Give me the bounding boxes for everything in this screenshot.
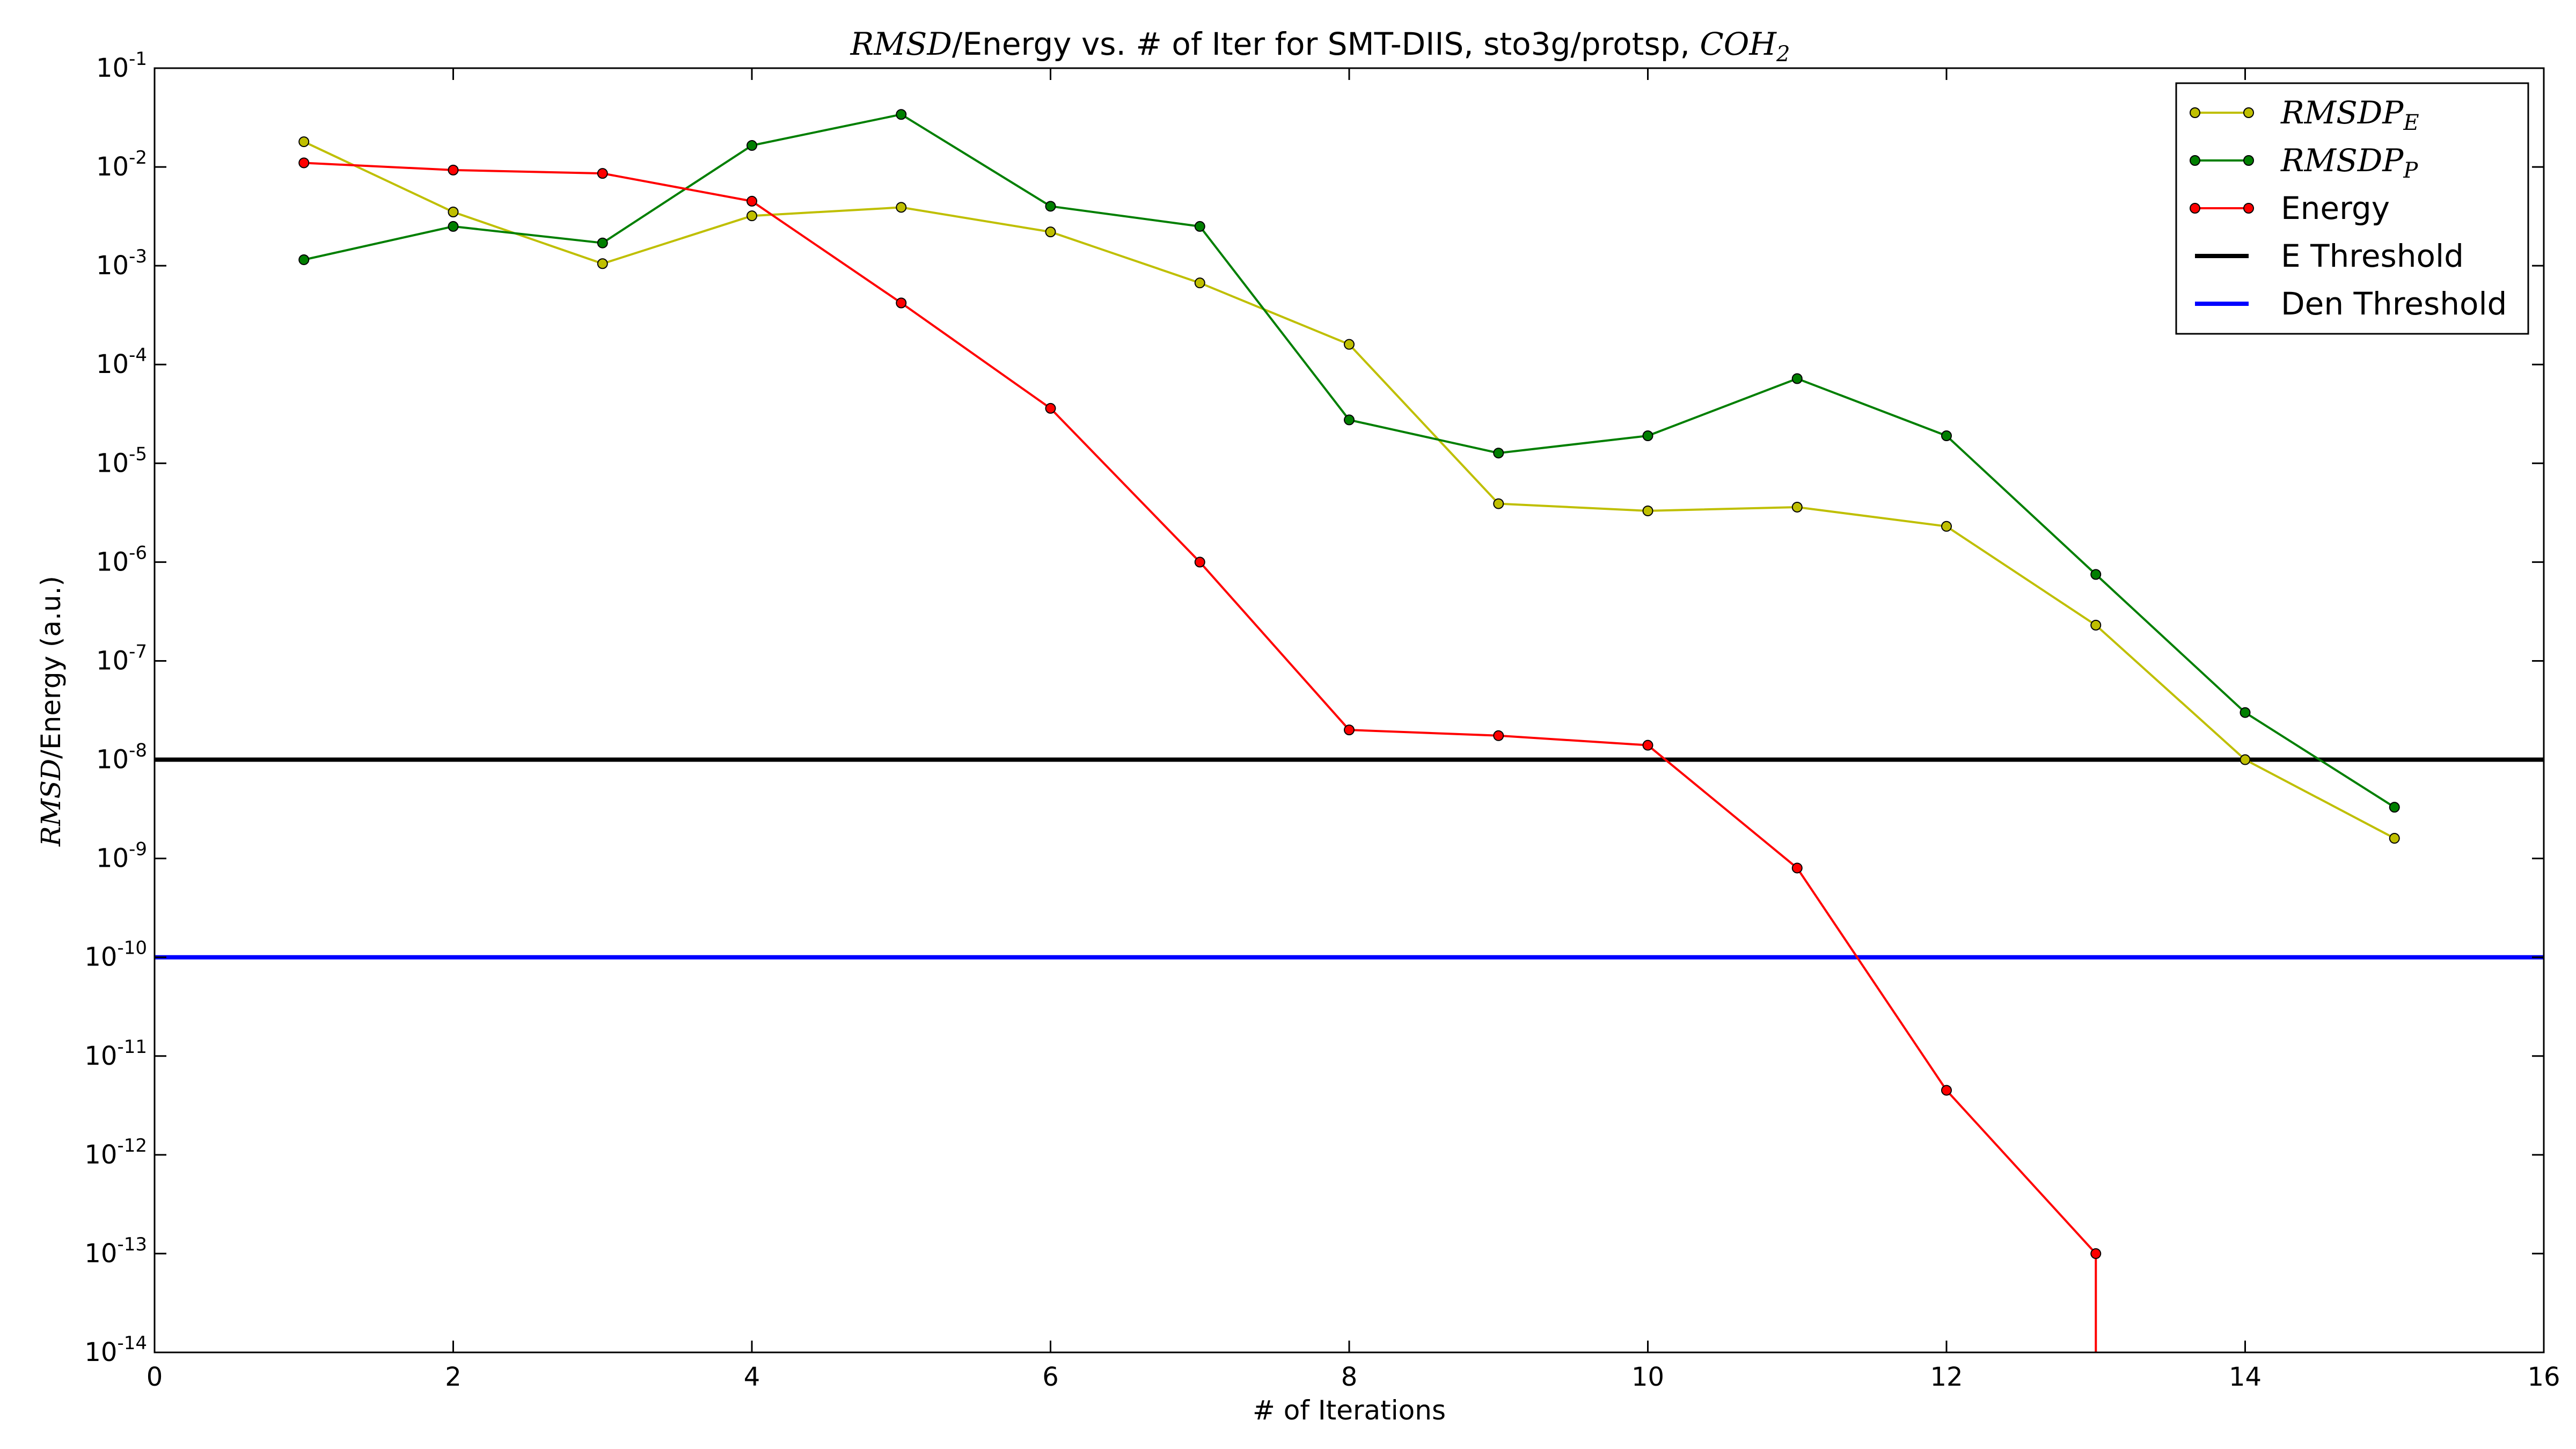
series-line-rmsdp-p (303, 113, 2395, 808)
legend-entry-den-threshold: Den Threshold (2195, 286, 2507, 322)
y-tick-label: 10-11 (84, 1036, 147, 1071)
y-tick-label: 10-12 (84, 1135, 147, 1170)
x-tick-label: 2 (445, 1362, 462, 1392)
data-point-rmsdp-p (747, 140, 757, 151)
x-tick-label: 12 (1930, 1362, 1963, 1392)
data-point-rmsdp-e (896, 202, 907, 213)
data-point-rmsdp-p (1045, 201, 1056, 212)
legend-label: RMSDPE (2280, 94, 2419, 135)
data-point-rmsdp-p (1642, 430, 1653, 441)
legend-entry-rmsdp-p: RMSDPP (2190, 142, 2418, 183)
y-axis-title-text: /Energy (a.u.) (35, 576, 67, 759)
y-tick-label: 10-3 (96, 246, 147, 281)
data-point-energy (1642, 740, 1653, 751)
legend-marker (2190, 203, 2200, 214)
x-tick-label: 14 (2229, 1362, 2262, 1392)
y-tick-label: 10-10 (84, 938, 147, 972)
data-point-energy (1791, 862, 1803, 874)
y-tick-label: 10-4 (96, 345, 147, 379)
data-point-rmsdp-p (2090, 569, 2102, 580)
data-point-rmsdp-p (1791, 373, 1803, 384)
y-axis-title-math: RMSD (35, 759, 67, 847)
legend-marker (2243, 155, 2254, 166)
y-tick-label: 10-1 (96, 48, 147, 83)
chart-title-text: /Energy vs. # of Iter for SMT-DIIS, sto3… (952, 26, 1700, 62)
x-tick-label: 8 (1341, 1362, 1358, 1392)
data-point-rmsdp-e (1791, 501, 1803, 513)
data-point-rmsdp-e (2389, 833, 2400, 844)
data-point-rmsdp-p (896, 109, 907, 120)
data-point-rmsdp-p (1194, 221, 1205, 232)
series-line-energy (304, 162, 2097, 1352)
y-tick-label: 10-6 (96, 542, 147, 577)
axis-ticks: 0 2 4 6 8 10 12 14 16 10-1 10-2 10-3 10-4 10-5 10-6 10-… (84, 48, 2560, 1392)
data-point-rmsdp-p (1493, 448, 1504, 459)
x-tick-label: 0 (147, 1362, 163, 1392)
legend-marker (2190, 155, 2200, 166)
x-axis-title: # of Iterations (1253, 1395, 1446, 1426)
y-tick-label: 10-5 (96, 443, 147, 478)
data-point-rmsdp-e (1493, 498, 1504, 509)
data-point-energy (747, 195, 757, 207)
legend-marker (2243, 203, 2254, 214)
x-tick-label: 6 (1042, 1362, 1059, 1392)
data-point-rmsdp-e (298, 136, 310, 148)
y-tick-label: 10-7 (96, 641, 147, 676)
legend-marker (2243, 107, 2254, 118)
y-tick-label: 10-13 (84, 1234, 147, 1269)
data-point-energy (1344, 724, 1355, 736)
plot-area (155, 109, 2544, 1352)
chart-title-math-prefix: RMSD (850, 26, 952, 62)
legend-entry-e-threshold: E Threshold (2195, 238, 2464, 274)
y-tick-label: 10-2 (96, 147, 147, 182)
y-axis-title: RMSD/Energy (a.u.) (35, 576, 67, 847)
y-tick-label: 10-14 (84, 1333, 147, 1367)
y-tick-label: 10-9 (96, 839, 147, 874)
legend-entry-rmsdp-e: RMSDPE (2190, 94, 2419, 135)
data-point-rmsdp-e (1941, 521, 1952, 532)
data-point-rmsdp-e (1344, 339, 1355, 350)
data-point-rmsdp-p (298, 254, 310, 265)
chart-title: RMSD/Energy vs. # of Iter for SMT-DIIS, … (850, 26, 1790, 67)
chart-title-math-suffix: COH (1700, 26, 1777, 62)
data-point-energy (1493, 730, 1504, 741)
data-point-rmsdp-e (448, 207, 459, 218)
legend: RMSDPE RMSDPP Energy E Threshold Den Thresho… (2175, 82, 2529, 335)
data-point-energy (448, 164, 459, 175)
data-point-rmsdp-p (1941, 430, 1952, 441)
data-point-energy (298, 157, 310, 169)
legend-entry-energy: Energy (2190, 190, 2390, 226)
data-point-rmsdp-p (597, 237, 608, 248)
chart-title-math-subscript: 2 (1776, 42, 1790, 67)
data-point-energy (896, 297, 907, 309)
data-point-rmsdp-p (448, 221, 459, 232)
legend-label: Energy (2281, 190, 2390, 226)
data-point-energy (1194, 557, 1205, 568)
x-tick-label: 10 (1631, 1362, 1664, 1392)
data-point-energy (1941, 1085, 1952, 1096)
data-point-rmsdp-p (2240, 707, 2251, 718)
y-tick-label: 10-8 (96, 740, 147, 775)
data-point-rmsdp-e (2090, 619, 2102, 631)
legend-label: Den Threshold (2281, 286, 2507, 322)
data-point-energy (1045, 402, 1056, 414)
data-point-rmsdp-e (1642, 505, 1653, 516)
data-point-rmsdp-e (2240, 754, 2251, 765)
data-point-rmsdp-p (1344, 414, 1355, 426)
x-tick-label: 16 (2527, 1362, 2560, 1392)
data-point-rmsdp-e (1194, 277, 1205, 289)
data-point-energy (2090, 1248, 2102, 1259)
data-point-rmsdp-e (597, 258, 608, 269)
legend-marker (2190, 107, 2200, 118)
data-point-rmsdp-e (747, 210, 757, 222)
x-tick-label: 4 (744, 1362, 760, 1392)
legend-label: RMSDPP (2280, 142, 2418, 183)
data-point-rmsdp-e (1045, 226, 1056, 238)
legend-label: E Threshold (2281, 238, 2464, 274)
data-point-rmsdp-p (2389, 802, 2400, 813)
data-point-energy (597, 168, 608, 179)
